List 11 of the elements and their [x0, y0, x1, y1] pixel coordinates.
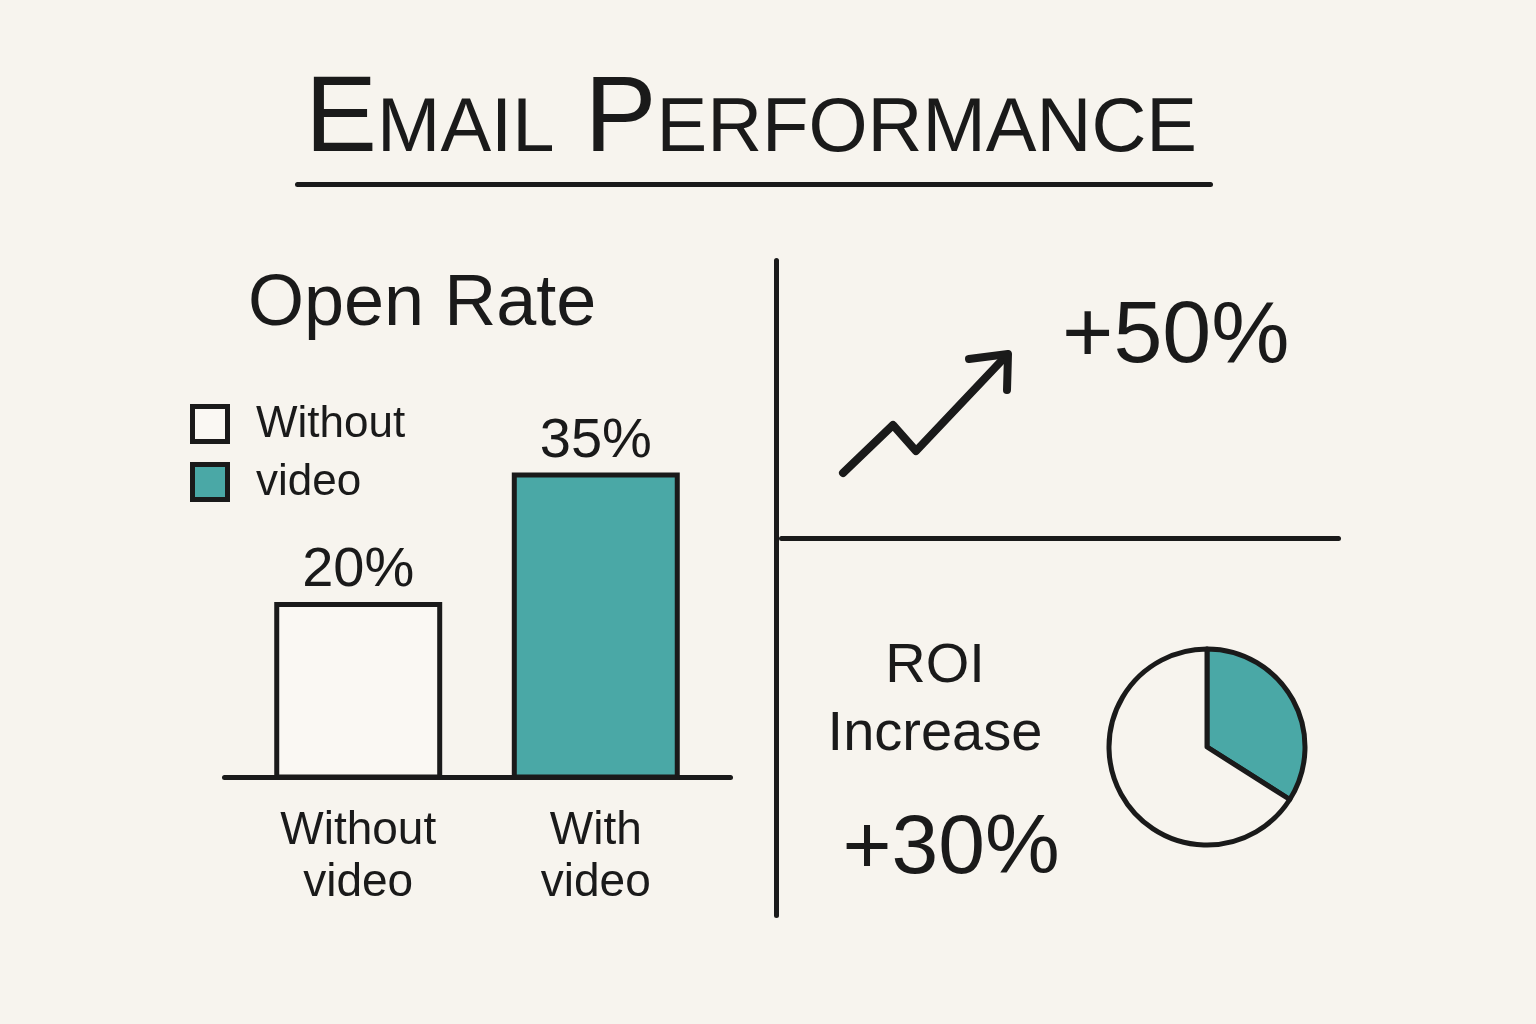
- chart-title: ROI Increase: [827, 631, 1043, 762]
- legend-label: video: [256, 455, 362, 504]
- text: Email Performance: [305, 53, 1197, 174]
- text: +30%: [842, 797, 1060, 891]
- data-label: 35%: [539, 406, 652, 469]
- legend-label: Without: [256, 397, 406, 446]
- chart-title: Open Rate: [248, 260, 597, 340]
- x-tick-label: With video: [540, 801, 651, 906]
- text: +50%: [1062, 282, 1290, 381]
- data-label: 20%: [302, 535, 415, 599]
- x-tick-label: Without video: [280, 801, 437, 906]
